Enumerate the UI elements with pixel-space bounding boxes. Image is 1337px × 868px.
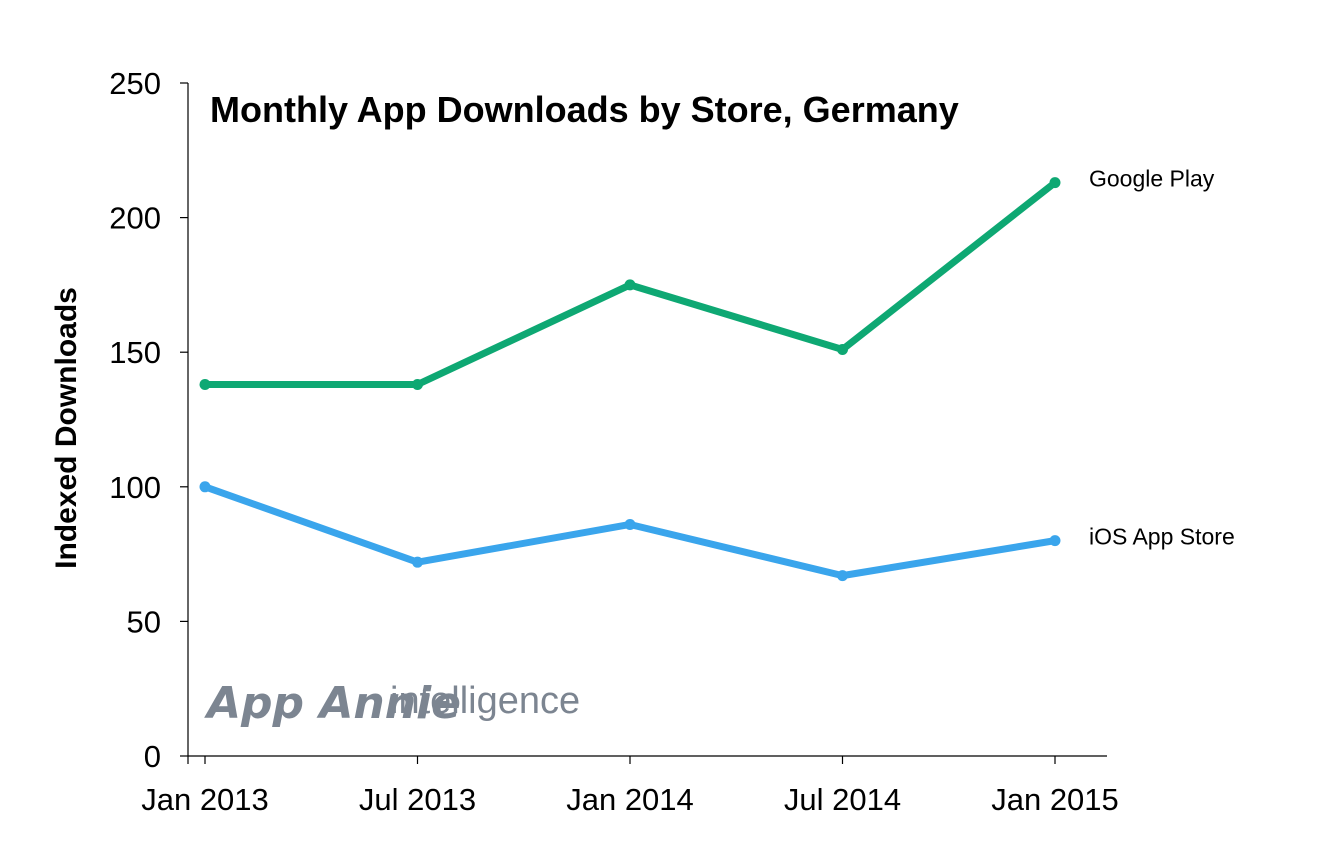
data-point-google-play: [837, 344, 848, 356]
data-point-ios-app-store: [412, 556, 423, 568]
data-point-google-play: [199, 379, 211, 391]
data-point-google-play: [1049, 177, 1061, 189]
y-tick-label: 0: [144, 739, 161, 774]
y-tick-label: 250: [109, 66, 161, 101]
data-point-google-play: [412, 379, 423, 391]
series-label-google-play: Google Play: [1089, 166, 1215, 192]
watermark-product: intelligence: [390, 680, 580, 722]
x-tick-label: Jul 2013: [359, 782, 476, 817]
watermark: App Annie intelligence: [204, 678, 580, 729]
y-tick-label: 200: [109, 201, 161, 236]
series-line-ios-app-store: [201, 483, 1059, 580]
watermark-brand: App Annie: [204, 678, 461, 729]
y-tick-label: 50: [127, 604, 161, 639]
data-point-ios-app-store: [624, 518, 636, 530]
chart-title: Monthly App Downloads by Store, Germany: [210, 89, 959, 130]
y-tick-label: 100: [109, 470, 161, 505]
x-tick-label: Jan 2014: [566, 782, 694, 817]
data-point-google-play: [624, 279, 636, 291]
data-point-ios-app-store: [199, 481, 211, 493]
series-label-ios-app-store: iOS App Store: [1089, 524, 1235, 550]
data-point-ios-app-store: [1049, 535, 1061, 547]
x-tick-label: Jan 2013: [141, 782, 269, 817]
y-tick-label: 150: [109, 335, 161, 370]
x-tick-label: Jan 2015: [991, 782, 1119, 817]
x-tick-label: Jul 2014: [784, 782, 901, 817]
y-axis-label: Indexed Downloads: [50, 287, 83, 569]
data-point-ios-app-store: [837, 570, 848, 582]
